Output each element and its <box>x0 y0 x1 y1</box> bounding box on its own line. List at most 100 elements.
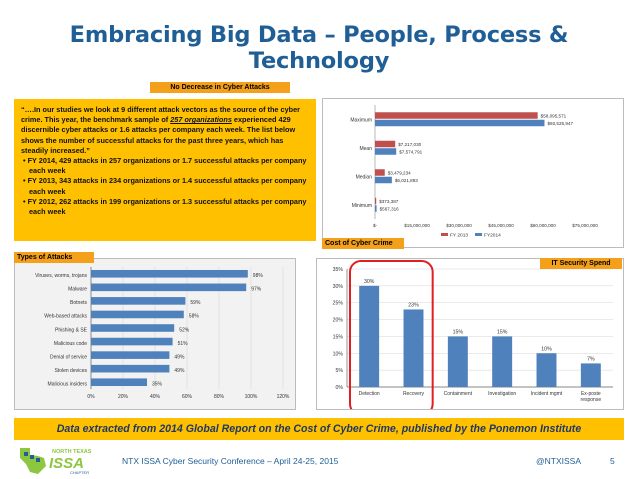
x-tick-label: 120% <box>277 394 290 400</box>
bar <box>91 310 184 319</box>
category-label: Malicious insiders <box>48 382 88 388</box>
data-label: $567,316 <box>380 207 400 212</box>
bar-fy-2013 <box>375 197 377 205</box>
spend-chart-panel: 0% 5% 10% 15% 20% 25% 30% 35% 30% Detection 23% Rec… <box>316 258 624 416</box>
y-tick-label: 20% <box>333 318 344 324</box>
bar-fy2014 <box>375 148 397 155</box>
it-security-spend-chart: 0% 5% 10% 15% 20% 25% 30% 35% 30% Detection 23% Rec… <box>333 260 613 416</box>
data-label: $373,387 <box>379 199 399 204</box>
bar <box>580 363 601 387</box>
source-note: Data extracted from 2014 Global Report o… <box>14 418 624 440</box>
bar-fy-2013 <box>375 140 396 148</box>
cost-chart-panel: $- $15,000,000 $30,000,000 $45,000,000 $60,0… <box>322 98 624 248</box>
data-label: 10% <box>541 346 552 352</box>
quote-bullet: • FY 2013, 343 attacks in 234 organizati… <box>23 176 307 196</box>
data-label: $3,479,234 <box>388 171 411 176</box>
bar <box>91 324 175 332</box>
quote-bullet: • FY 2012, 262 attacks in 199 organizati… <box>23 196 307 217</box>
category-label: Recovery <box>403 391 425 397</box>
issa-logo: NORTH TEXAS ISSA CHAPTER <box>16 444 96 476</box>
data-label: $6,021,893 <box>395 178 418 183</box>
legend-entry: FY 2013 <box>450 233 468 239</box>
logo-pixel <box>36 458 40 462</box>
slide-title: Embracing Big Data – People, Process & T… <box>69 22 569 74</box>
y-tick-label: 25% <box>333 301 344 307</box>
x-tick-label: 40% <box>150 394 161 400</box>
category-label: Containment <box>444 391 473 397</box>
bar <box>403 309 424 387</box>
category-label: Minimum <box>352 203 372 209</box>
data-label: 23% <box>408 302 419 308</box>
footer-handle: @NTXISSA <box>536 456 581 466</box>
data-label: 35% <box>152 382 163 388</box>
data-label: 7% <box>587 356 595 362</box>
texas-shape-icon <box>20 448 46 474</box>
x-tick-label: 0% <box>87 394 95 400</box>
category-label: Investigation <box>488 391 516 397</box>
category-label: Botnets <box>70 300 87 306</box>
category-label: Mean <box>359 146 372 152</box>
logo-main-text: ISSA <box>49 455 84 472</box>
bar <box>536 353 557 387</box>
texas-shape <box>20 448 46 474</box>
data-label: $60,525,947 <box>547 121 573 126</box>
data-label: $58,095,571 <box>541 114 567 119</box>
data-label: 98% <box>253 273 264 279</box>
issa-logo-graphic: NORTH TEXAS ISSA CHAPTER <box>20 448 92 475</box>
logo-pixel <box>30 455 34 459</box>
category-label: Viruses, worms, trojans <box>35 273 87 279</box>
x-tick-label: $30,000,000 <box>446 223 472 228</box>
y-tick-label: 0% <box>336 385 344 391</box>
data-label: 58% <box>189 314 200 320</box>
it-security-spend-label: IT Security Spend <box>540 258 622 269</box>
category-label: Phishing & SE <box>55 327 88 333</box>
cost-of-cyber-crime-chart: $- $15,000,000 $30,000,000 $45,000,000 $60,0… <box>350 105 598 239</box>
types-of-attacks-label: Types of Attacks <box>14 252 94 263</box>
y-tick-label: 15% <box>333 334 344 340</box>
x-tick-label: $15,000,000 <box>404 223 430 228</box>
data-label: 49% <box>174 368 185 374</box>
x-tick-label: 80% <box>214 394 225 400</box>
legend-entry: FY2014 <box>484 233 501 239</box>
bar-fy-2013 <box>375 112 538 119</box>
category-label: Malicious code <box>54 341 87 347</box>
legend-swatch <box>475 233 482 236</box>
bar <box>91 351 170 359</box>
x-tick-label: 20% <box>118 394 129 400</box>
category-label: Ex-poste <box>581 391 601 397</box>
quote-bullet: • FY 2014, 429 attacks in 257 organizati… <box>23 156 307 176</box>
category-label: Web-based attacks <box>44 314 87 320</box>
x-tick-label: 100% <box>245 394 258 400</box>
bar <box>91 364 170 373</box>
quote-bullets: • FY 2014, 429 attacks in 257 organizati… <box>21 156 309 217</box>
data-label: 15% <box>453 329 464 335</box>
y-tick-label: 35% <box>333 267 344 273</box>
data-label: 15% <box>497 329 508 335</box>
bar <box>91 378 147 387</box>
y-tick-label: 10% <box>333 351 344 357</box>
category-label: Denial of service <box>50 354 87 360</box>
category-label: Detection <box>359 391 380 397</box>
bar <box>91 269 248 278</box>
bar <box>91 337 173 346</box>
x-tick-label: $60,000,000 <box>530 223 556 228</box>
category-label: Malware <box>68 287 87 293</box>
types-chart-panel: 0% 20% 40% 60% 80% 100% 120% Viruses, worms, tr… <box>14 258 296 410</box>
y-tick-label: 30% <box>333 284 344 290</box>
quote-emphasis: 257 organizations <box>170 115 232 125</box>
bar <box>91 283 247 292</box>
bar <box>492 336 513 387</box>
x-tick-label: $75,000,000 <box>572 223 598 228</box>
logo-sub-text: CHAPTER <box>70 470 89 475</box>
bar-fy2014 <box>375 205 377 212</box>
no-decrease-label: No Decrease in Cyber Attacks <box>150 82 290 93</box>
footer-conference: NTX ISSA Cyber Security Conference – Apr… <box>122 456 339 466</box>
quote-intro: “….In our studies we look at 9 different… <box>21 105 300 155</box>
quote-box: “….In our studies we look at 9 different… <box>14 99 316 241</box>
bar-fy2014 <box>375 119 545 127</box>
legend-swatch <box>441 233 448 236</box>
category-label: response <box>581 397 602 403</box>
category-label: Median <box>356 174 373 180</box>
logo-pixel <box>24 452 28 456</box>
bar <box>91 297 186 305</box>
